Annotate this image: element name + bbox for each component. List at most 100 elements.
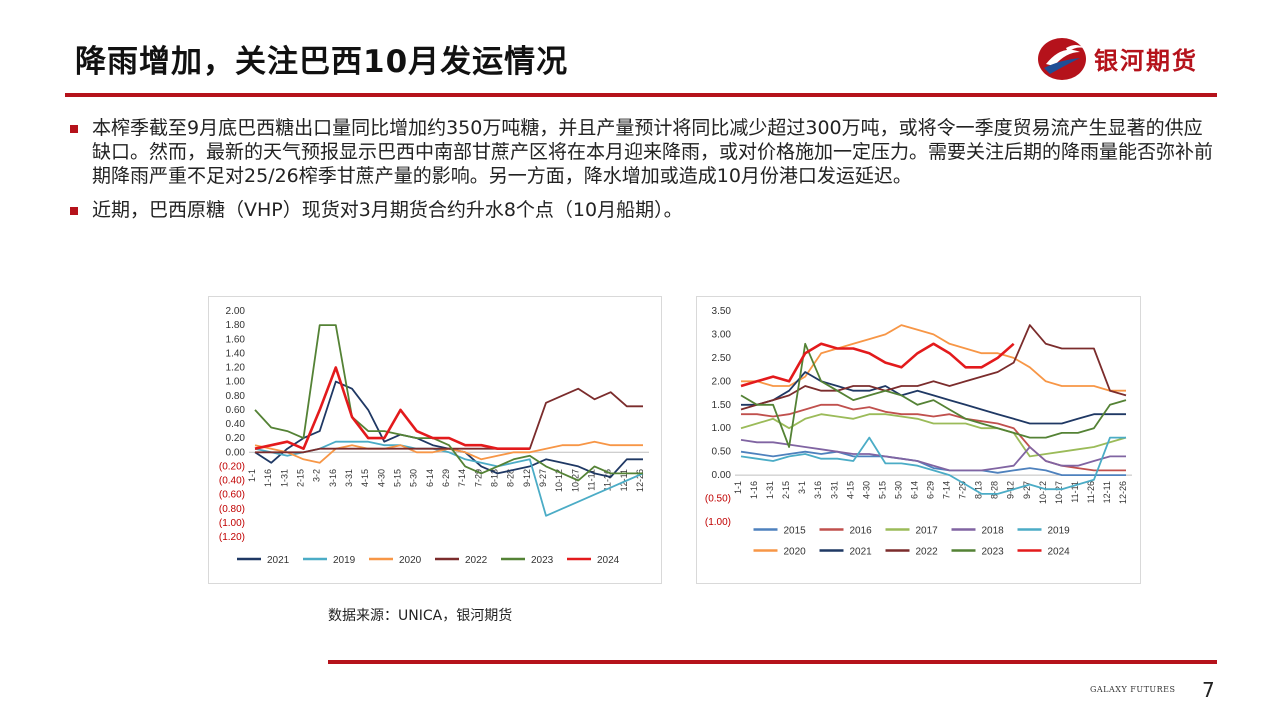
x-tick-label: 3-16 bbox=[328, 469, 338, 487]
y-tick-label: 1.20 bbox=[226, 363, 246, 374]
bullet-square-icon bbox=[70, 125, 78, 133]
x-tick-label: 7-14 bbox=[457, 469, 467, 487]
x-tick-label: 12-26 bbox=[1118, 481, 1128, 504]
x-tick-label: 2-15 bbox=[781, 481, 791, 499]
x-tick-label: 7-29 bbox=[958, 481, 968, 499]
x-tick-label: 6-14 bbox=[425, 469, 435, 487]
legend-label: 2017 bbox=[916, 526, 939, 537]
legend-label: 2023 bbox=[982, 547, 1005, 558]
x-tick-label: 1-16 bbox=[749, 481, 759, 499]
footer-divider bbox=[328, 660, 1217, 664]
legend-label: 2018 bbox=[982, 526, 1005, 537]
y-tick-label: 1.80 bbox=[226, 320, 246, 331]
data-source: 数据来源：UNICA，银河期货 bbox=[328, 608, 513, 624]
bullet-list: 本榨季截至9月底巴西糖出口量同比增加约350万吨糖，并且产量预计将同比减少超过3… bbox=[70, 116, 1220, 232]
y-tick-label: (0.50) bbox=[705, 494, 731, 505]
x-tick-label: 7-29 bbox=[473, 469, 483, 487]
legend-label: 2021 bbox=[267, 555, 290, 566]
chart-svg: 2.00 1.80 1.60 1.40 1.20 1.00 0.80 0.60 0.40 0.20… bbox=[219, 306, 649, 566]
legend-label: 2023 bbox=[531, 555, 554, 566]
company-logo: 银河期货 bbox=[1036, 34, 1216, 84]
legend-label: 2022 bbox=[916, 547, 939, 558]
x-tick-label: 4-15 bbox=[845, 481, 855, 499]
x-tick-label: 3-31 bbox=[829, 481, 839, 499]
y-tick-label: 1.40 bbox=[226, 348, 246, 359]
y-tick-label: (1.00) bbox=[705, 517, 731, 528]
y-tick-label: 2.50 bbox=[712, 353, 732, 364]
series-line-2016 bbox=[741, 403, 1126, 472]
y-tick-label: 2.00 bbox=[226, 306, 246, 317]
y-tick-label: (0.60) bbox=[219, 490, 245, 501]
legend-label: 2020 bbox=[399, 555, 422, 566]
x-tick-label: 8-28 bbox=[506, 469, 516, 487]
y-tick-label: (0.80) bbox=[219, 504, 245, 515]
y-tick-label: 1.60 bbox=[226, 334, 246, 345]
series-line-2021 bbox=[254, 380, 643, 478]
x-tick-label: 10-12 bbox=[1038, 481, 1048, 504]
y-tick-label: 1.50 bbox=[712, 400, 732, 411]
x-tick-label: 6-29 bbox=[441, 469, 451, 487]
legend-label: 2019 bbox=[333, 555, 356, 566]
x-tick-label: 5-15 bbox=[877, 481, 887, 499]
x-tick-label: 5-30 bbox=[893, 481, 903, 499]
y-tick-label: 0.40 bbox=[226, 419, 246, 430]
series-line-2018 bbox=[740, 439, 1126, 472]
x-tick-label: 1-1 bbox=[247, 469, 257, 482]
series-line-2024 bbox=[740, 342, 1015, 388]
x-tick-label: 5-15 bbox=[393, 469, 403, 487]
y-tick-label: 3.00 bbox=[712, 329, 732, 340]
y-tick-label: 0.00 bbox=[712, 470, 732, 481]
bullet-item: 近期，巴西原糖（VHP）现货对3月期货合约升水8个点（10月船期）。 bbox=[70, 198, 1220, 222]
x-tick-label: 1-16 bbox=[263, 469, 273, 487]
y-tick-label: 0.20 bbox=[226, 433, 246, 444]
series-line-2023 bbox=[740, 342, 1127, 448]
legend-label: 2022 bbox=[465, 555, 488, 566]
page-title: 降雨增加，关注巴西10月发运情况 bbox=[75, 44, 569, 80]
x-tick-label: 4-30 bbox=[861, 481, 871, 499]
y-tick-label: (1.00) bbox=[219, 518, 245, 529]
legend-label: 2020 bbox=[784, 547, 807, 558]
legend-label: 2024 bbox=[1048, 547, 1071, 558]
x-tick-label: 4-15 bbox=[360, 469, 370, 487]
legend-label: 2015 bbox=[784, 526, 807, 537]
series-line-2023 bbox=[254, 324, 643, 482]
x-tick-label: 11-11 bbox=[1070, 481, 1080, 503]
y-tick-label: 0.50 bbox=[712, 447, 732, 458]
x-tick-label: 6-14 bbox=[909, 481, 919, 499]
x-tick-label: 11-26 bbox=[603, 469, 613, 491]
x-tick-label: 7-14 bbox=[942, 481, 952, 499]
y-tick-label: 2.00 bbox=[712, 376, 732, 387]
y-tick-label: (0.40) bbox=[219, 476, 245, 487]
y-tick-label: 0.60 bbox=[226, 405, 246, 416]
bullet-text: 本榨季截至9月底巴西糖出口量同比增加约350万吨糖，并且产量预计将同比减少超过3… bbox=[92, 117, 1214, 187]
page-number: 7 bbox=[1202, 678, 1215, 702]
x-tick-label: 1-31 bbox=[279, 469, 289, 487]
footer-brand: GALAXY FUTURES bbox=[1090, 685, 1176, 694]
y-tick-label: (0.20) bbox=[219, 461, 245, 472]
legend-label: 2019 bbox=[1048, 526, 1071, 537]
legend-label: 2021 bbox=[850, 547, 873, 558]
chart-svg: 3.50 3.00 2.50 2.00 1.50 1.00 0.50 0.00 (0.50) (1… bbox=[705, 306, 1132, 558]
bullet-square-icon bbox=[70, 207, 78, 215]
legend-label: 2016 bbox=[850, 526, 873, 537]
x-tick-label: 3-2 bbox=[312, 469, 322, 482]
x-tick-label: 3-31 bbox=[344, 469, 354, 487]
y-tick-label: 0.80 bbox=[226, 391, 246, 402]
x-tick-label: 9-27 bbox=[1022, 481, 1032, 499]
y-tick-label: 1.00 bbox=[226, 377, 246, 388]
logo-text: 银河期货 bbox=[1094, 47, 1198, 75]
bullet-item: 本榨季截至9月底巴西糖出口量同比增加约350万吨糖，并且产量预计将同比减少超过3… bbox=[70, 116, 1220, 188]
galaxy-logo-icon bbox=[1038, 38, 1086, 80]
bullet-text: 近期，巴西原糖（VHP）现货对3月期货合约升水8个点（10月船期）。 bbox=[92, 199, 683, 221]
x-tick-label: 2-15 bbox=[296, 469, 306, 487]
x-tick-label: 3-1 bbox=[797, 481, 807, 494]
x-tick-label: 10-27 bbox=[1054, 481, 1064, 504]
chart-left: 2.00 1.80 1.60 1.40 1.20 1.00 0.80 0.60 0.40 0.20… bbox=[208, 296, 662, 584]
series-line-2024 bbox=[254, 366, 530, 450]
legend-label: 2024 bbox=[597, 555, 620, 566]
series-line-2022 bbox=[255, 387, 643, 454]
x-tick-label: 12-26 bbox=[635, 469, 645, 492]
x-tick-label: 5-30 bbox=[409, 469, 419, 487]
x-tick-label: 10-12 bbox=[554, 469, 564, 492]
x-tick-label: 9-27 bbox=[538, 469, 548, 487]
